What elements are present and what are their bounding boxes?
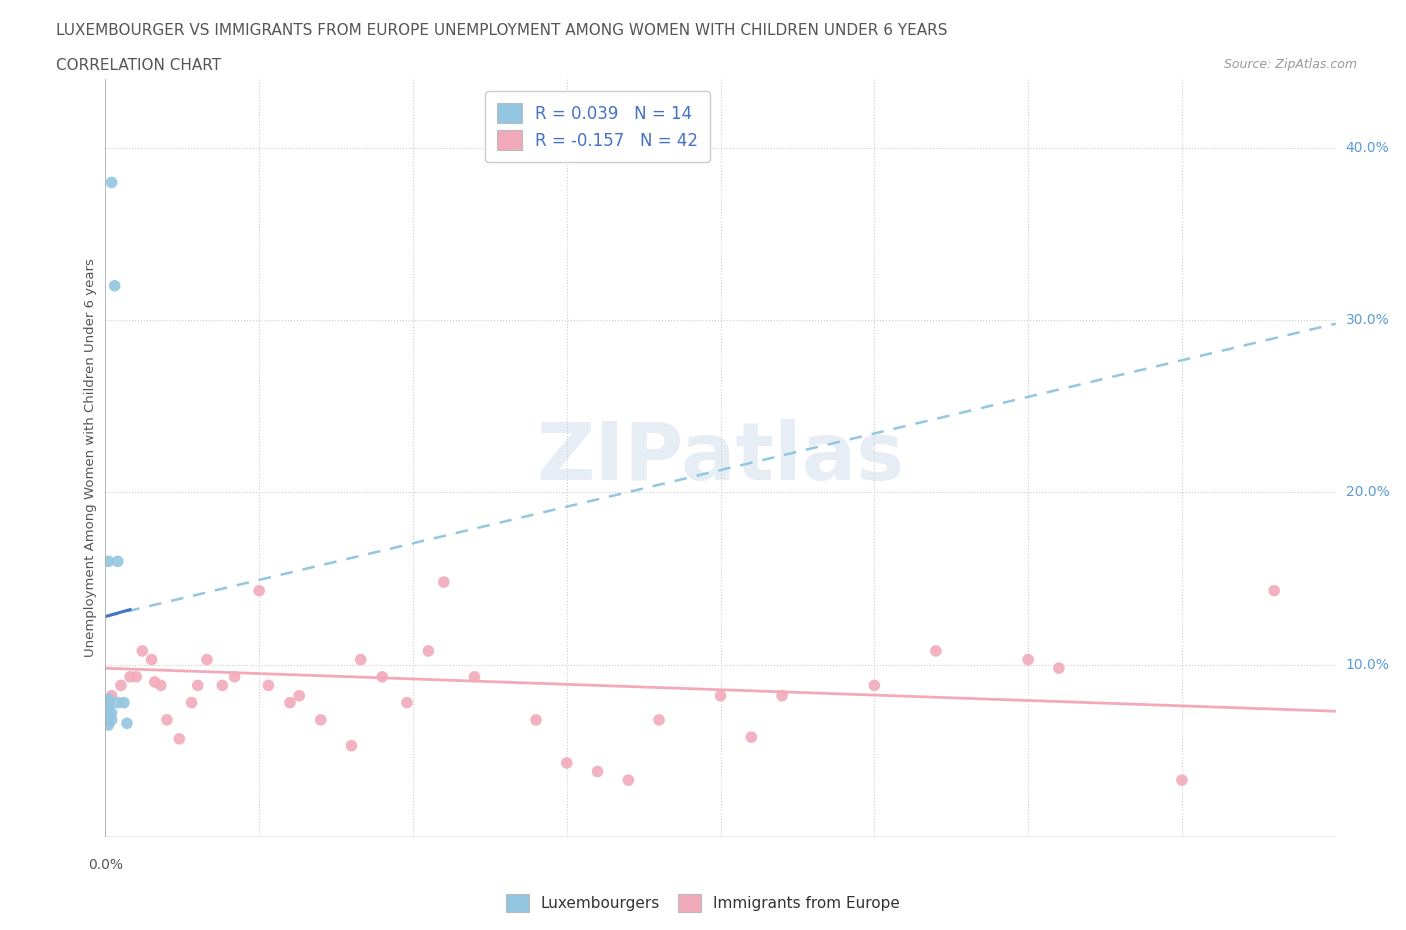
Point (180, 696, 202, 711)
Point (100, 175, 122, 190)
Point (648, 712, 671, 727)
Point (125, 670, 148, 684)
Point (100, 688, 122, 703)
Point (97, 692, 120, 707)
Point (418, 644, 440, 658)
Point (555, 755, 578, 770)
Point (395, 696, 418, 711)
Point (120, 670, 141, 684)
Point (143, 674, 166, 689)
Text: 40.0%: 40.0% (1346, 141, 1389, 155)
Point (110, 678, 132, 693)
Point (104, 278, 127, 293)
Text: 30.0%: 30.0% (1346, 313, 1389, 327)
Point (195, 652, 218, 667)
Point (770, 688, 793, 703)
Point (524, 712, 547, 727)
Point (100, 712, 122, 727)
Point (257, 678, 280, 693)
Point (112, 696, 135, 711)
Point (97, 709, 120, 724)
Point (740, 730, 762, 745)
Point (710, 688, 733, 703)
Point (97, 696, 120, 711)
Point (100, 706, 122, 721)
Legend: Luxembourgers, Immigrants from Europe: Luxembourgers, Immigrants from Europe (499, 888, 907, 918)
Text: CORRELATION CHART: CORRELATION CHART (56, 58, 221, 73)
Point (115, 716, 138, 731)
Text: ZIPatlas: ZIPatlas (537, 419, 904, 497)
Point (97, 718, 120, 733)
Point (107, 696, 129, 711)
Point (433, 575, 456, 590)
Point (1017, 652, 1039, 667)
Point (1047, 660, 1070, 675)
Legend: R = 0.039   N = 14, R = -0.157   N = 42: R = 0.039 N = 14, R = -0.157 N = 42 (485, 91, 710, 162)
Point (107, 554, 129, 569)
Point (156, 712, 179, 727)
Point (247, 583, 270, 598)
Point (97, 554, 120, 569)
Point (1171, 773, 1194, 788)
Text: Source: ZipAtlas.com: Source: ZipAtlas.com (1223, 58, 1357, 71)
Point (149, 678, 172, 693)
Point (141, 652, 163, 667)
Point (617, 773, 640, 788)
Point (1263, 583, 1285, 598)
Y-axis label: Unemployment Among Women with Children Under 6 years: Unemployment Among Women with Children U… (84, 259, 97, 658)
Point (350, 652, 373, 667)
Point (278, 696, 301, 711)
Point (309, 712, 332, 727)
Point (224, 670, 246, 684)
Point (97, 700, 120, 715)
Point (131, 644, 153, 658)
Point (187, 678, 209, 693)
Text: 20.0%: 20.0% (1346, 485, 1389, 499)
Text: 0.0%: 0.0% (89, 858, 122, 872)
Point (464, 670, 486, 684)
Point (863, 678, 886, 693)
Point (288, 688, 311, 703)
Text: 10.0%: 10.0% (1346, 658, 1389, 671)
Point (211, 678, 233, 693)
Point (97, 712, 120, 727)
Point (340, 738, 363, 753)
Point (586, 764, 609, 779)
Text: LUXEMBOURGER VS IMMIGRANTS FROM EUROPE UNEMPLOYMENT AMONG WOMEN WITH CHILDREN UN: LUXEMBOURGER VS IMMIGRANTS FROM EUROPE U… (56, 23, 948, 38)
Point (371, 670, 394, 684)
Point (925, 644, 948, 658)
Point (169, 731, 191, 746)
